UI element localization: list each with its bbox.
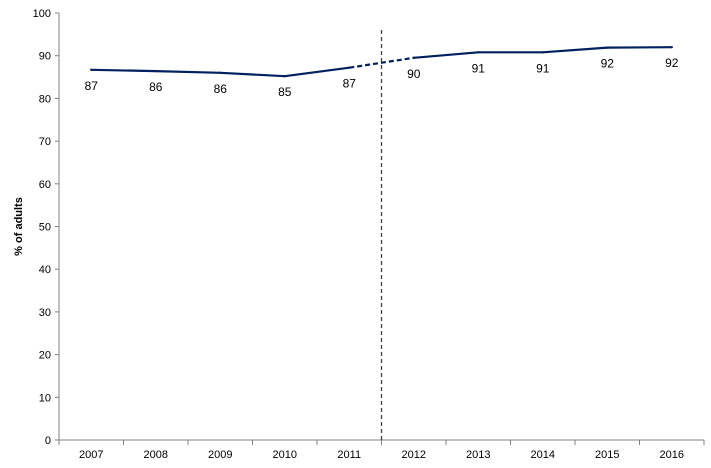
y-tick-label: 100	[33, 8, 51, 20]
data-point	[154, 69, 157, 73]
data-label: 91	[536, 61, 550, 75]
data-label: 86	[149, 80, 163, 94]
x-tick-label: 2008	[144, 449, 168, 461]
y-tick-label: 90	[39, 51, 51, 63]
x-tick-label: 2014	[531, 449, 555, 461]
x-axis: 2007 2008 2009 2010 2011 2012 2013 2014 2015 2016	[58, 439, 705, 461]
data-point	[90, 68, 93, 71]
x-tick-label: 2012	[402, 449, 426, 461]
x-tick-label: 2011	[337, 449, 361, 461]
y-tick-label: 60	[39, 179, 51, 191]
y-axis-title: % of adults	[13, 197, 25, 256]
data-point	[541, 51, 544, 54]
data-point	[670, 45, 673, 49]
data-label: 91	[472, 61, 486, 75]
y-axis: 0 10 20 30 40 50 60 70 80 90 100	[33, 8, 60, 447]
data-point	[606, 46, 609, 49]
data-point	[348, 66, 351, 69]
y-tick-label: 30	[39, 307, 51, 319]
data-point	[477, 51, 480, 54]
data-label: 90	[407, 67, 421, 81]
data-labels: 87 86 86 85 87 90 91 91 92 92	[85, 56, 679, 99]
y-tick-label: 50	[39, 222, 51, 234]
x-tick-label: 2007	[79, 449, 103, 461]
x-tick-label: 2015	[595, 449, 619, 461]
y-tick-label: 80	[39, 93, 51, 105]
x-tick-label: 2016	[660, 449, 684, 461]
x-tick-label: 2013	[466, 449, 490, 461]
series-line-group	[90, 45, 673, 78]
data-label: 87	[343, 77, 357, 91]
y-tick-label: 40	[39, 264, 51, 276]
x-tick-label: 2009	[208, 449, 232, 461]
x-tick-label: 2010	[273, 449, 297, 461]
data-point	[412, 56, 415, 60]
data-point	[283, 74, 286, 78]
data-label: 92	[665, 56, 679, 70]
data-label: 92	[601, 57, 615, 71]
y-tick-label: 70	[39, 136, 51, 148]
data-point	[219, 71, 222, 74]
y-tick-label: 20	[39, 350, 51, 362]
data-label: 86	[214, 82, 228, 96]
series-line-segment-dashed	[349, 56, 414, 69]
y-tick-label: 10	[39, 392, 51, 404]
data-label: 85	[278, 85, 292, 99]
y-tick-label: 0	[45, 435, 51, 447]
data-label: 87	[85, 79, 99, 93]
